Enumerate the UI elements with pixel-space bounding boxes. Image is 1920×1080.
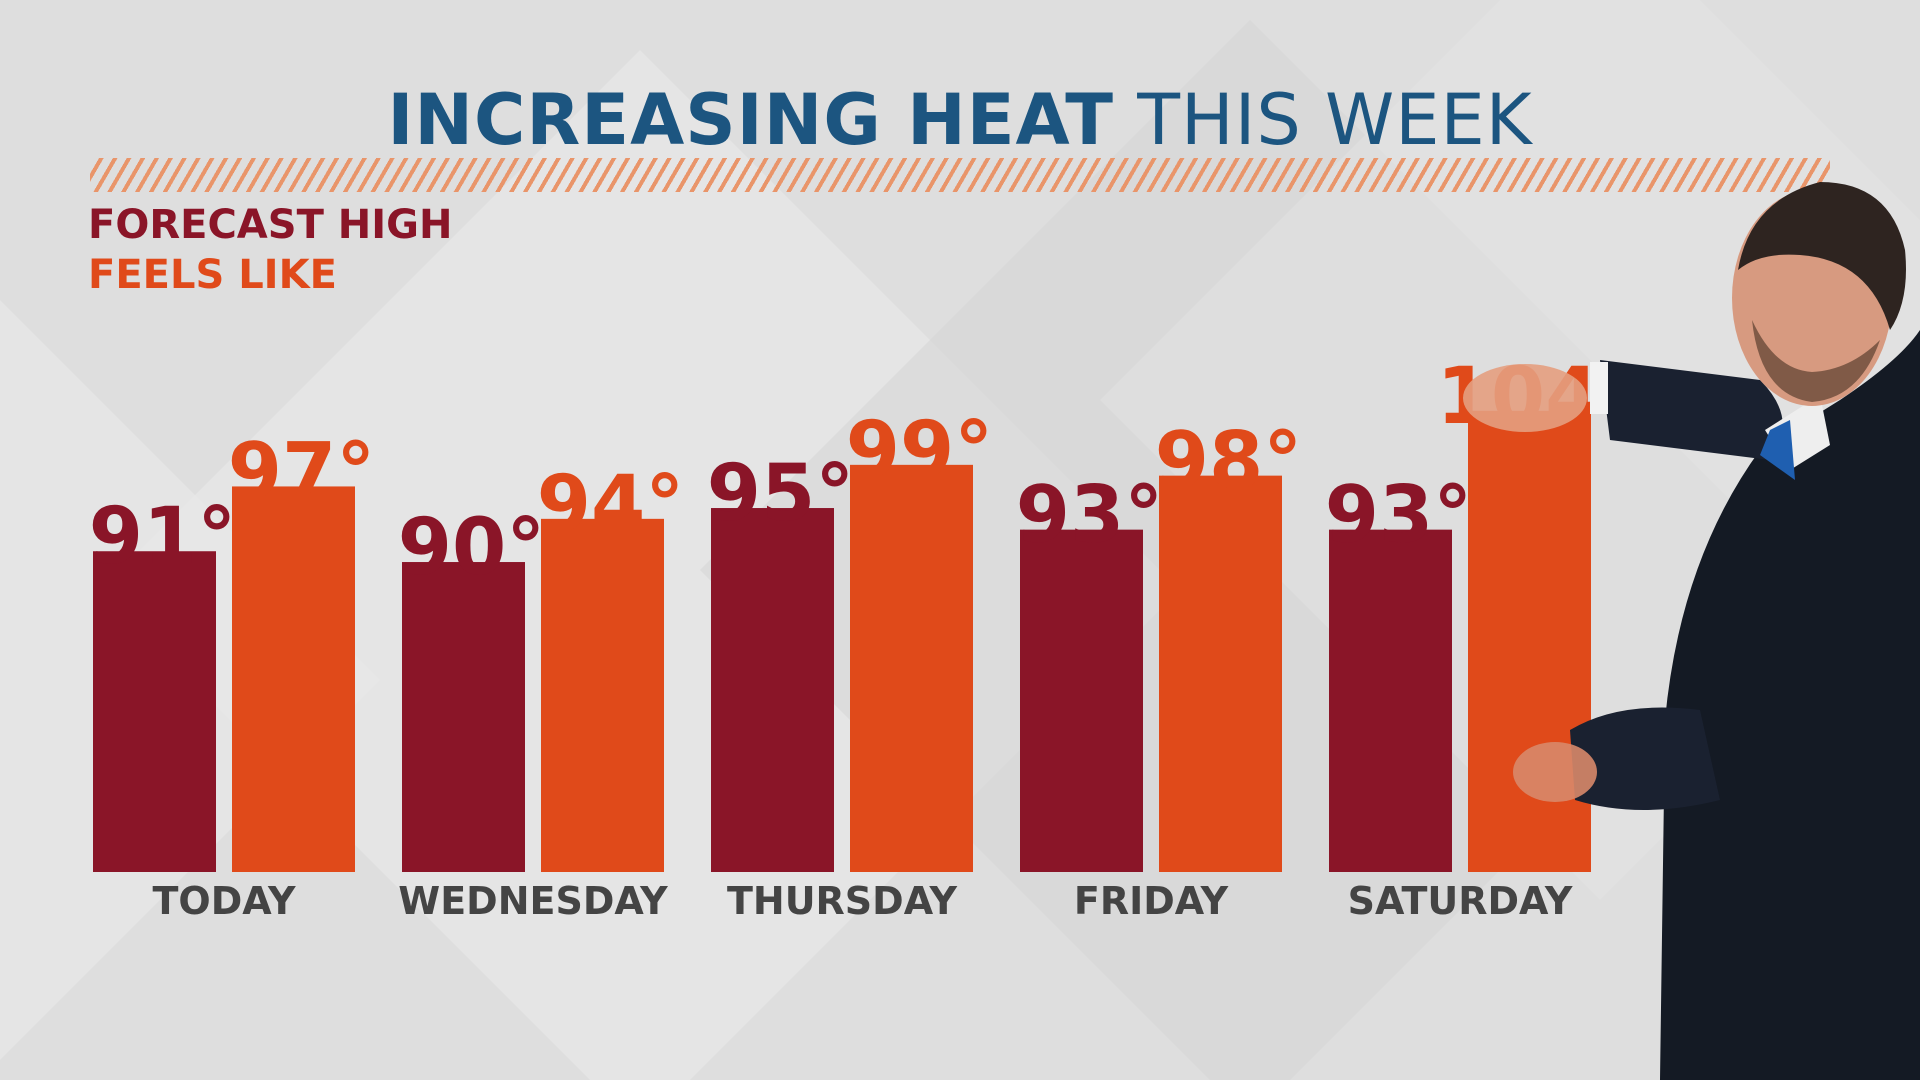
category-label-saturday: SATURDAY	[1348, 879, 1573, 923]
feels-like-label-today: 97°	[228, 427, 376, 517]
feels-like-bar-friday	[1159, 475, 1282, 872]
forecast-high-label-friday: 93°	[1016, 471, 1164, 561]
feels-like-bar-today	[232, 486, 355, 872]
feels-like-label-wednesday: 94°	[537, 460, 685, 550]
title-bold: INCREASING HEAT	[387, 79, 1115, 161]
feels-like-bar-thursday	[850, 464, 973, 872]
legend-forecast-high: FORECAST HIGH	[88, 202, 453, 248]
forecast-high-bar-saturday	[1329, 529, 1452, 872]
title-light: THIS WEEK	[1137, 79, 1533, 161]
forecast-high-bar-wednesday	[402, 562, 525, 872]
category-label-friday: FRIDAY	[1074, 879, 1229, 923]
forecast-high-label-wednesday: 90°	[398, 503, 546, 593]
forecast-high-bar-friday	[1020, 529, 1143, 872]
category-label-today: TODAY	[152, 879, 296, 923]
title-underline-stripe	[90, 158, 1830, 192]
feels-like-bar-wednesday	[541, 518, 664, 872]
forecast-high-bar-today	[93, 551, 216, 872]
forecast-high-label-today: 91°	[89, 492, 237, 582]
forecast-high-label-thursday: 95°	[707, 449, 855, 539]
category-label-thursday: THURSDAY	[727, 879, 958, 923]
feels-like-label-thursday: 99°	[846, 406, 994, 496]
category-label-wednesday: WEDNESDAY	[398, 879, 668, 923]
forecast-high-bar-thursday	[711, 508, 834, 872]
forecast-high-label-saturday: 93°	[1325, 471, 1473, 561]
legend-feels-like: FEELS LIKE	[88, 252, 337, 298]
chart-title: INCREASING HEAT THIS WEEK	[0, 74, 1920, 166]
feels-like-label-friday: 98°	[1155, 417, 1303, 507]
